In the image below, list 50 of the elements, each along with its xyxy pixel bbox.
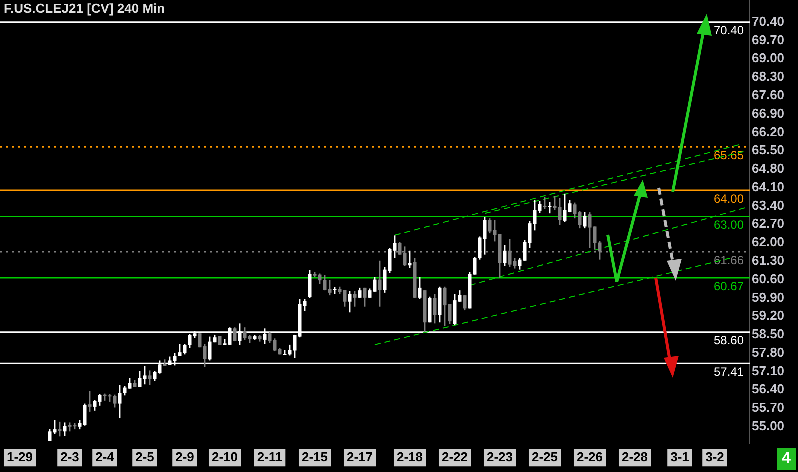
x-tick-label: 2-26	[576, 449, 604, 464]
ref-line-label: 58.60	[714, 334, 744, 348]
x-tick-label: 2-17	[346, 449, 374, 464]
x-tick-label: 2-3	[60, 449, 80, 464]
y-tick-label: 66.90	[752, 106, 785, 121]
x-tick-label: 2-5	[136, 449, 154, 464]
ref-line-label: 63.00	[714, 218, 744, 232]
y-tick-label: 56.40	[752, 382, 785, 397]
y-tick-label: 60.60	[752, 271, 785, 286]
x-tick-label: 2-10	[212, 449, 238, 464]
y-tick-label: 59.20	[752, 308, 785, 324]
y-tick-label: 64.80	[752, 161, 785, 176]
y-tick-label: 66.20	[752, 124, 785, 140]
x-tick-label: 2-25	[532, 449, 558, 464]
y-tick-label: 69.70	[752, 32, 785, 48]
y-tick-label: 57.80	[752, 344, 785, 360]
y-tick-label: 62.70	[752, 216, 785, 232]
y-tick-label: 64.10	[752, 179, 785, 194]
ref-line-label: 65.65	[714, 148, 744, 162]
ref-line-label: 57.41	[714, 364, 744, 379]
y-tick-label: 70.40	[752, 14, 785, 29]
x-tick-label: 3-2	[706, 449, 724, 464]
x-tick-label: 2-15	[302, 449, 328, 464]
x-tick-label: 2-11	[257, 449, 283, 464]
chart-title: F.US.CLEJ21 [CV] 240 Min	[4, 1, 166, 16]
y-tick-label: 61.30	[752, 252, 785, 268]
y-tick-label: 58.50	[752, 326, 785, 342]
x-tick-label: 2-22	[442, 449, 468, 464]
x-tick-label: 2-4	[96, 449, 116, 464]
x-tick-label: 1-29	[6, 449, 34, 464]
x-tick-label: 2-23	[486, 449, 514, 464]
y-tick-label: 55.00	[752, 418, 785, 434]
y-tick-label: 67.60	[752, 87, 785, 102]
text: 4	[777, 448, 796, 470]
ref-line-label: 60.67	[714, 279, 744, 294]
y-tick-label: 57.10	[752, 363, 785, 378]
y-tick-label: 65.50	[752, 142, 785, 158]
y-tick-label: 69.00	[752, 50, 785, 66]
x-tick-label: 2-28	[622, 449, 648, 464]
ref-line-label: 70.40	[714, 24, 744, 38]
y-tick-label: 59.90	[752, 290, 785, 305]
x-tick-label: 2-9	[176, 449, 194, 464]
y-tick-label: 63.40	[752, 198, 785, 213]
x-tick-label: 2-18	[396, 449, 424, 464]
y-tick-label: 55.70	[752, 400, 785, 416]
y-tick-label: 68.30	[752, 69, 785, 84]
ref-line-label: 64.00	[714, 192, 744, 206]
ref-line-label: 61.66	[714, 253, 744, 268]
x-tick-label: 3-1	[670, 449, 690, 464]
y-tick-label: 62.00	[752, 234, 785, 250]
